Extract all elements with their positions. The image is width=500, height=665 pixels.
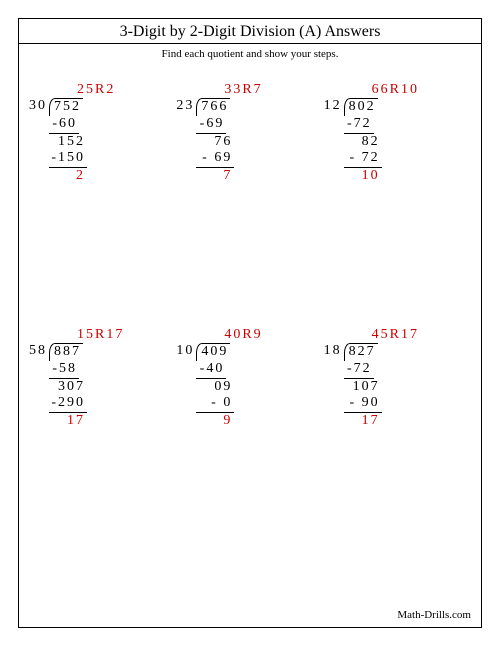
step: 82 xyxy=(344,134,382,151)
quotient: 40R9 xyxy=(224,327,262,344)
step: -40 xyxy=(196,361,226,379)
long-division: 45R1718827-72107- 9017 xyxy=(344,343,382,430)
footer: Math-Drills.com xyxy=(397,609,471,621)
divisor: 30 xyxy=(29,98,47,115)
division-bracket: 766 xyxy=(196,98,230,116)
divisor: 10 xyxy=(176,343,194,360)
step: -58 xyxy=(49,361,79,379)
step: - 0 xyxy=(196,395,234,413)
remainder: 9 xyxy=(196,413,234,430)
division-bracket: 409 xyxy=(196,343,230,361)
step: -72 xyxy=(344,116,374,134)
step: -150 xyxy=(49,150,87,168)
division-bracket: 887 xyxy=(49,343,83,361)
work-steps: -60152-1502 xyxy=(49,116,87,185)
page-title: 3-Digit by 2-Digit Division (A) Answers xyxy=(120,23,381,40)
long-division: 15R1758887-58307-29017 xyxy=(49,343,87,430)
step: 76 xyxy=(196,134,234,151)
problem-grid: 25R2 30 752 -60152-1502 33R7 23 766 -6976- 697 6… xyxy=(19,60,481,580)
quotient: 15R17 xyxy=(77,327,124,344)
division-bracket: 802 xyxy=(344,98,378,116)
remainder: 17 xyxy=(344,413,382,430)
work-steps: -6976- 697 xyxy=(196,116,234,185)
quotient: 45R17 xyxy=(372,327,419,344)
long-division: 66R1012802-7282- 7210 xyxy=(344,98,382,185)
step: -69 xyxy=(196,116,226,134)
problem: 33R7 23 766 -6976- 697 xyxy=(176,80,323,325)
step: 152 xyxy=(49,134,87,151)
dividend: 766 xyxy=(199,99,230,114)
long-division: 40R910409-4009- 09 xyxy=(196,343,234,430)
divisor: 18 xyxy=(324,343,342,360)
dividend: 887 xyxy=(52,344,83,359)
quotient: 25R2 xyxy=(77,82,115,99)
divisor: 23 xyxy=(176,98,194,115)
problem: 40R9 10 409 -4009- 09 xyxy=(176,325,323,570)
work-steps: -7282- 7210 xyxy=(344,116,382,185)
divisor: 58 xyxy=(29,343,47,360)
work-steps: -72107- 9017 xyxy=(344,361,382,430)
dividend: 802 xyxy=(347,99,378,114)
dividend: 827 xyxy=(347,344,378,359)
long-division: 25R230752-60152-1502 xyxy=(49,98,87,185)
divisor: 12 xyxy=(324,98,342,115)
division-bracket: 827 xyxy=(344,343,378,361)
problem: 45R17 18 827 -72107- 9017 xyxy=(324,325,471,570)
title-box: 3-Digit by 2-Digit Division (A) Answers xyxy=(19,19,481,44)
step: - 69 xyxy=(196,150,234,168)
dividend: 752 xyxy=(52,99,83,114)
step: -60 xyxy=(49,116,79,134)
step: 307 xyxy=(49,379,87,396)
quotient: 33R7 xyxy=(224,82,262,99)
step: - 72 xyxy=(344,150,382,168)
remainder: 17 xyxy=(49,413,87,430)
step: 107 xyxy=(344,379,382,396)
problem: 66R10 12 802 -7282- 7210 xyxy=(324,80,471,325)
work-steps: -4009- 09 xyxy=(196,361,234,430)
step: -72 xyxy=(344,361,374,379)
problem: 15R17 58 887 -58307-29017 xyxy=(29,325,176,570)
subtitle: Find each quotient and show your steps. xyxy=(19,48,481,60)
step: -290 xyxy=(49,395,87,413)
long-division: 33R723766-6976- 697 xyxy=(196,98,234,185)
remainder: 7 xyxy=(196,168,234,185)
quotient: 66R10 xyxy=(372,82,419,99)
step: - 90 xyxy=(344,395,382,413)
division-bracket: 752 xyxy=(49,98,83,116)
problem: 25R2 30 752 -60152-1502 xyxy=(29,80,176,325)
work-steps: -58307-29017 xyxy=(49,361,87,430)
step: 09 xyxy=(196,379,234,396)
dividend: 409 xyxy=(199,344,230,359)
worksheet-page: 3-Digit by 2-Digit Division (A) Answers … xyxy=(18,18,482,628)
remainder: 10 xyxy=(344,168,382,185)
remainder: 2 xyxy=(49,168,87,185)
